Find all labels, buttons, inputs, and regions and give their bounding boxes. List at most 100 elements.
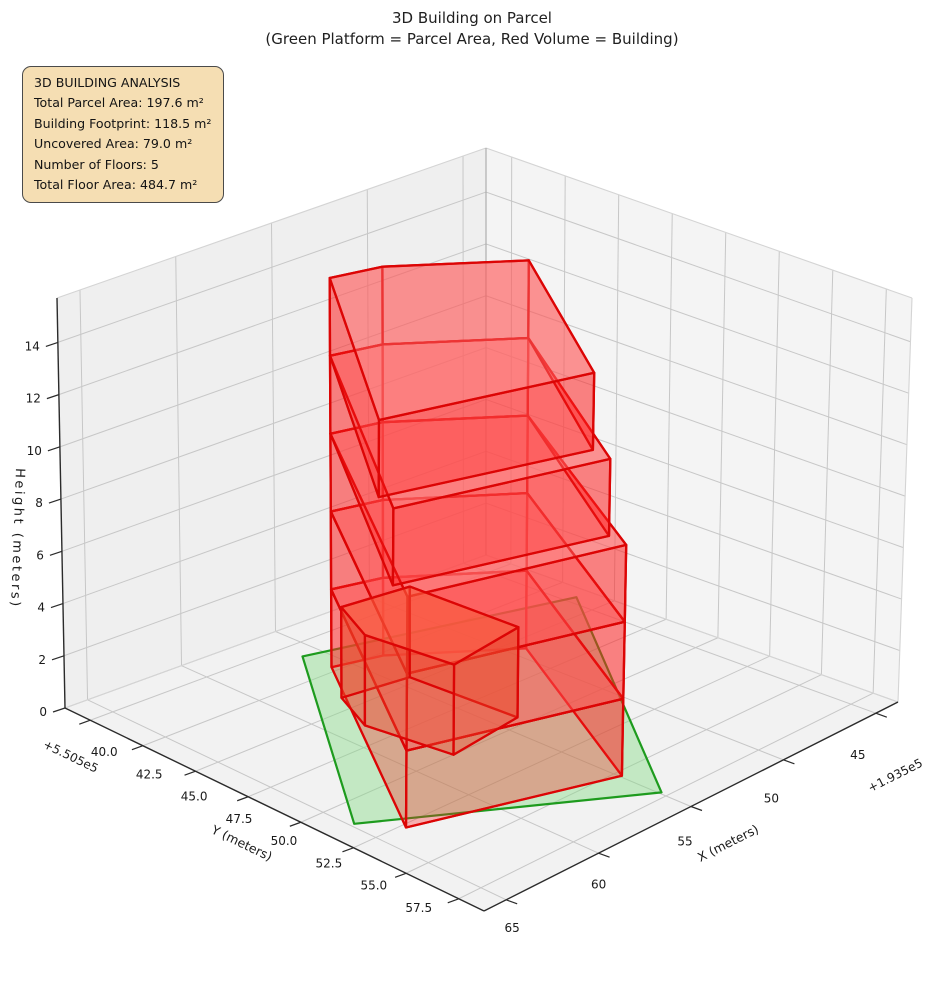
analysis-line-uncovered: Uncovered Area: 79.0 m² bbox=[34, 136, 193, 152]
grid-x-floor bbox=[369, 596, 784, 761]
grid-y-floor bbox=[300, 637, 719, 823]
pane-edge-floor-right bbox=[485, 554, 899, 703]
floor-5-top-face bbox=[328, 259, 596, 422]
grid-lines bbox=[56, 147, 913, 901]
y-tick-mark bbox=[447, 898, 459, 904]
pane-edge-top-right bbox=[485, 147, 913, 299]
annex-top-face bbox=[340, 585, 520, 666]
grid-y-wall bbox=[769, 251, 780, 657]
y-tick-mark bbox=[236, 796, 249, 802]
grid-z-left bbox=[59, 295, 487, 448]
analysis-line-floor-area: Total Floor Area: 484.7 m² bbox=[34, 177, 198, 193]
analysis-line-floors: Number of Floors: 5 bbox=[34, 156, 159, 172]
z-tick-label: 6 bbox=[36, 548, 44, 562]
grid-x-floor bbox=[463, 562, 876, 714]
grid-y-wall bbox=[717, 232, 727, 638]
grid-y-floor bbox=[458, 692, 874, 900]
z-tick-mark bbox=[46, 394, 60, 400]
z-axis-spine bbox=[56, 297, 66, 709]
grid-z-right bbox=[485, 295, 908, 446]
chart-title: 3D Building on Parcel bbox=[392, 9, 552, 27]
grid-y-floor bbox=[142, 581, 563, 747]
grid-z-left bbox=[57, 191, 487, 343]
z-tick-label: 12 bbox=[26, 392, 41, 406]
parcel-polygon bbox=[301, 596, 663, 825]
y-tick-label: 57.5 bbox=[405, 901, 432, 915]
grid-y-wall bbox=[820, 270, 834, 675]
z-tick-label: 0 bbox=[39, 705, 47, 719]
analysis-heading: 3D BUILDING ANALYSIS bbox=[34, 75, 181, 90]
x-axis-offset-text: +1.935e5 bbox=[866, 756, 925, 795]
grid-x-wall bbox=[175, 256, 183, 666]
grid-z-right bbox=[485, 502, 900, 652]
chart-title-block: 3D Building on Parcel (Green Platform = … bbox=[0, 8, 944, 50]
x-tick-mark bbox=[690, 805, 703, 812]
z-tick-label: 4 bbox=[37, 601, 45, 615]
x-tick-label: 45 bbox=[850, 748, 865, 762]
grid-y-wall bbox=[872, 288, 887, 694]
grid-y-floor bbox=[247, 618, 667, 798]
grid-z-right bbox=[485, 243, 909, 394]
analysis-line-parcel-area: Total Parcel Area: 197.6 m² bbox=[34, 95, 204, 111]
building-volume bbox=[328, 259, 628, 829]
z-tick-mark bbox=[50, 602, 64, 609]
y-tick-label: 52.5 bbox=[316, 856, 343, 870]
z-axis-label: Height (meters) bbox=[7, 468, 27, 609]
z-tick-mark bbox=[52, 707, 66, 713]
parcel-platform bbox=[301, 596, 663, 825]
grid-y-floor bbox=[195, 600, 615, 772]
grid-z-left bbox=[61, 398, 487, 552]
grid-y-wall bbox=[613, 194, 620, 601]
chart-subtitle: (Green Platform = Parcel Area, Red Volum… bbox=[265, 30, 679, 48]
grid-z-left bbox=[60, 347, 487, 500]
y-tick-label: 50.0 bbox=[271, 834, 298, 848]
analysis-annotation-box: 3D BUILDING ANALYSIS Total Parcel Area: … bbox=[22, 66, 225, 204]
x-tick-label: 50 bbox=[764, 791, 779, 805]
z-tick-mark bbox=[49, 550, 63, 556]
pane-edge-right bbox=[897, 297, 913, 703]
building-annex-box bbox=[340, 585, 520, 756]
y-axis-label: Y (meters) bbox=[208, 822, 274, 864]
grid-z-right bbox=[485, 347, 906, 497]
z-tick-mark bbox=[48, 498, 62, 504]
grid-x-floor bbox=[181, 665, 599, 854]
y-tick-mark bbox=[394, 872, 407, 878]
y-tick-mark bbox=[342, 847, 354, 853]
grid-y-wall bbox=[665, 213, 673, 620]
grid-z-left bbox=[62, 450, 487, 605]
axes-spines-ticks bbox=[45, 297, 899, 912]
analysis-line-footprint: Building Footprint: 118.5 m² bbox=[34, 115, 212, 131]
z-tick-label: 2 bbox=[38, 653, 46, 667]
pane-right bbox=[486, 148, 912, 702]
grid-z-right bbox=[485, 191, 911, 343]
z-tick-label: 10 bbox=[27, 444, 42, 458]
y-tick-label: 42.5 bbox=[136, 767, 163, 781]
x-tick-label: 65 bbox=[505, 921, 520, 935]
x-tick-label: 60 bbox=[591, 878, 606, 892]
grid-x-wall bbox=[271, 222, 276, 632]
z-tick-mark bbox=[47, 446, 61, 452]
grid-z-left bbox=[63, 502, 487, 657]
z-tick-label: 8 bbox=[35, 496, 43, 510]
y-tick-label: 45.0 bbox=[181, 790, 208, 804]
grid-z-right bbox=[485, 398, 904, 549]
pane-edge-top-left bbox=[56, 147, 487, 299]
x-tick-mark bbox=[875, 712, 888, 718]
grid-x-floor bbox=[275, 631, 692, 807]
y-axis-spine bbox=[64, 707, 485, 912]
pane-left bbox=[57, 148, 486, 708]
y-tick-mark bbox=[79, 719, 91, 725]
y-tick-label: 40.0 bbox=[91, 745, 118, 759]
x-tick-mark bbox=[783, 759, 795, 765]
y-tick-label: 55.0 bbox=[360, 879, 387, 893]
grid-z-right bbox=[485, 450, 902, 600]
grid-z-left bbox=[58, 243, 487, 396]
y-tick-mark bbox=[131, 745, 144, 751]
y-tick-mark bbox=[289, 821, 302, 827]
y-tick-label: 47.5 bbox=[226, 812, 253, 826]
x-tick-mark bbox=[598, 852, 610, 858]
x-tick-mark bbox=[505, 899, 518, 905]
z-tick-mark bbox=[51, 655, 65, 661]
